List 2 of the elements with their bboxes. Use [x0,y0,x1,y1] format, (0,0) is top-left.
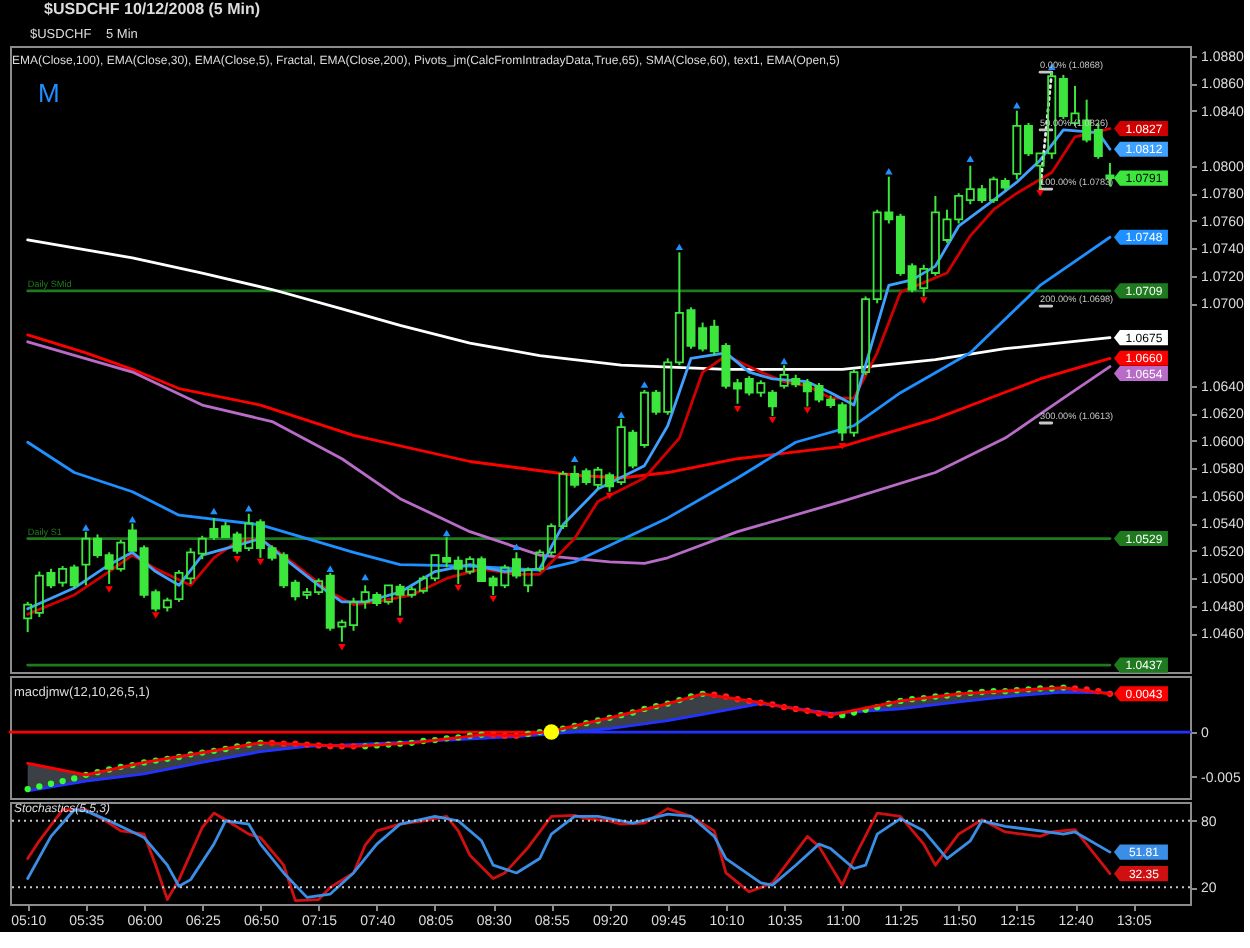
chart-title: $USDCHF 10/12/2008 (5 Min) [44,0,261,18]
annotation: M [38,78,60,108]
